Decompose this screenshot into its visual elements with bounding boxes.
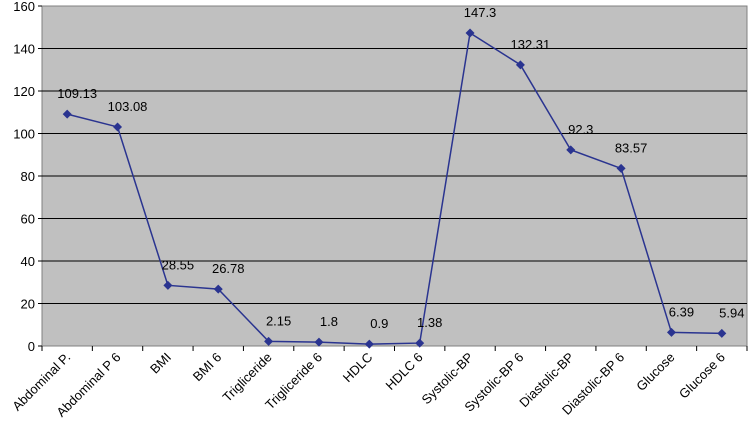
data-point-marker [62,109,72,119]
x-category-label: HDLC 6 [382,350,425,393]
data-label: 2.15 [266,313,291,328]
data-point-marker [364,339,374,349]
x-axis-category-labels: Abdominal P.Abdominal P 6 BMI BMI 6Triglic… [9,350,728,420]
data-point-marker [515,60,525,70]
data-point-marker [465,28,475,38]
data-point-marker [616,163,626,173]
y-tick-label: 40 [21,254,35,269]
data-label: 5.94 [719,305,744,320]
x-category-label: Glucose 6 [676,350,728,402]
data-point-marker [213,284,223,294]
y-tick-label: 20 [21,297,35,312]
data-point-marker [415,338,425,348]
data-label: 28.55 [162,257,195,272]
data-point-marker [314,337,324,347]
x-category-label: BMI [147,350,174,377]
data-label: 1.8 [320,314,338,329]
y-tick-label: 140 [13,42,35,57]
data-label: 132.31 [511,37,551,52]
y-axis-tick-labels: 0 20 40 60 80 100 120 140 160 [13,0,42,354]
data-point-marker [666,327,676,337]
y-tick-label: 120 [13,84,35,99]
data-label: 0.9 [370,316,388,331]
data-label: 92.3 [568,122,593,137]
x-category-label: BMI 6 [190,350,225,385]
data-point-marker [717,328,727,338]
data-label: 6.39 [669,304,694,319]
x-category-label: Glucose [633,350,677,394]
y-tick-label: 60 [21,212,35,227]
data-point-marker [113,122,123,132]
series-lines [66,31,722,345]
x-category-label: HDLC [340,350,376,386]
data-point-marker [264,336,274,346]
data-label: 83.57 [615,140,648,155]
data-labels: 109.13 103.08 28.55 26.78 2.15 1.8 0.9 1.38 147.… [57,5,744,331]
data-label: 1.38 [417,315,442,330]
y-tick-label: 80 [21,169,35,184]
series-line [66,31,722,345]
data-point-marker [163,280,173,290]
x-axis-ticks [41,345,748,351]
y-tick-label: 160 [13,0,35,14]
series-points [62,28,727,349]
y-tick-label: 100 [13,127,35,142]
data-label: 26.78 [212,261,245,276]
data-label: 103.08 [108,99,148,114]
data-label: 147.3 [464,5,497,20]
y-tick-label: 0 [28,339,35,354]
data-point-marker [566,145,576,155]
data-label: 109.13 [57,86,97,101]
